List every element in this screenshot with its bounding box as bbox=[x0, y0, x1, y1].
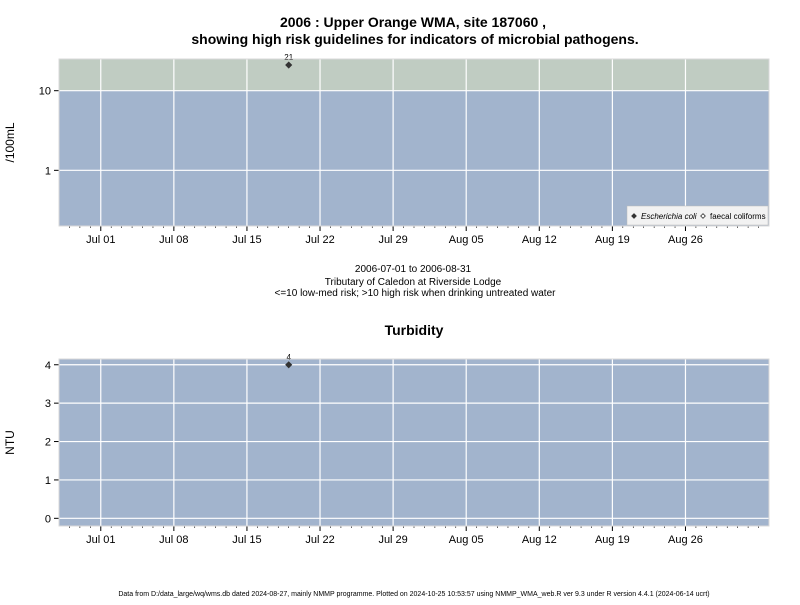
y-tick-label: 4 bbox=[45, 360, 51, 372]
x-tick-label: Jul 08 bbox=[159, 234, 188, 246]
chart-title-line1: 2006 : Upper Orange WMA, site 187060 , bbox=[280, 14, 546, 30]
legend-marker-ecoli bbox=[631, 213, 637, 219]
y-axis-label: NTU bbox=[3, 430, 17, 455]
x-tick-label: Aug 19 bbox=[595, 534, 630, 546]
y-tick-label: 10 bbox=[39, 86, 51, 98]
x-tick-label: Aug 19 bbox=[595, 234, 630, 246]
x-tick-label: Aug 05 bbox=[449, 234, 484, 246]
turbidity-title: Turbidity bbox=[385, 322, 444, 338]
plot-border bbox=[58, 58, 770, 227]
x-tick-label: Jul 22 bbox=[305, 234, 334, 246]
x-tick-label: Aug 26 bbox=[668, 534, 703, 546]
legend-label-ecoli: Escherichia coli bbox=[641, 212, 697, 221]
x-tick-label: Aug 05 bbox=[449, 534, 484, 546]
legend-box bbox=[626, 205, 769, 226]
x-tick-label: Jul 29 bbox=[378, 534, 407, 546]
legend-label-faecal: faecal coliforms bbox=[710, 212, 766, 221]
y-tick-label: 1 bbox=[45, 475, 51, 487]
y-tick-label: 3 bbox=[45, 398, 51, 410]
x-tick-label: Jul 15 bbox=[232, 534, 261, 546]
data-point bbox=[285, 61, 293, 69]
high-risk-band bbox=[59, 59, 769, 91]
x-tick-label: Aug 12 bbox=[522, 234, 557, 246]
chart-title-line2: showing high risk guidelines for indicat… bbox=[191, 31, 638, 47]
x-tick-label: Aug 12 bbox=[522, 534, 557, 546]
y-tick-label: 2 bbox=[45, 437, 51, 449]
caption-guideline: <=10 low-med risk; >10 high risk when dr… bbox=[275, 288, 557, 299]
y-axis-label: /100mL bbox=[3, 122, 17, 162]
x-tick-label: Jul 08 bbox=[159, 534, 188, 546]
x-tick-label: Jul 01 bbox=[86, 234, 115, 246]
data-point bbox=[285, 361, 293, 369]
y-tick-label: 0 bbox=[45, 513, 51, 525]
x-tick-label: Jul 01 bbox=[86, 534, 115, 546]
caption-site: Tributary of Caledon at Riverside Lodge bbox=[325, 277, 502, 288]
x-tick-label: Jul 22 bbox=[305, 534, 334, 546]
x-tick-label: Jul 29 bbox=[378, 234, 407, 246]
footer-note: Data from D:/data_large/wq/wms.db dated … bbox=[118, 591, 709, 598]
plot-border bbox=[58, 358, 770, 527]
y-tick-label: 1 bbox=[45, 165, 51, 177]
legend: Escherichia coli faecal coliforms bbox=[626, 205, 769, 226]
legend-marker-faecal bbox=[700, 213, 706, 219]
caption-period: 2006-07-01 to 2006-08-31 bbox=[355, 264, 472, 275]
panel-turbidity: Jul 01 Jul 08 Jul 15 Jul 22 Jul 29 Aug 05 Aug … bbox=[3, 353, 770, 546]
panel-microbial: Jul 01 Jul 08 Jul 15 Jul 22 Jul 29 Aug 05 Aug … bbox=[3, 53, 770, 246]
data-label: 4 bbox=[286, 353, 291, 362]
data-label: 21 bbox=[284, 53, 293, 62]
x-tick-label: Jul 15 bbox=[232, 234, 261, 246]
x-tick-label: Aug 26 bbox=[668, 234, 703, 246]
plot-area bbox=[59, 359, 769, 526]
